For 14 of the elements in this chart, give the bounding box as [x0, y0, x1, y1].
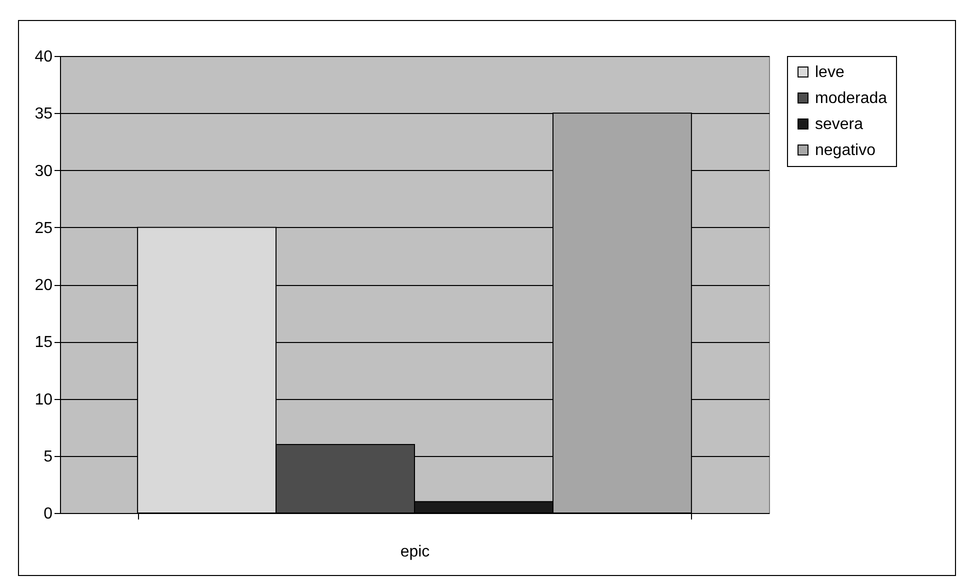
y-tick-label: 30: [34, 162, 53, 180]
legend-label: negativo: [815, 142, 876, 159]
x-tick-label: epic: [400, 544, 430, 560]
y-tick-label: 10: [34, 391, 53, 408]
y-tick-label: 20: [34, 277, 53, 294]
y-tick-label: 0: [44, 506, 53, 522]
y-tick-label: 25: [34, 220, 53, 237]
legend-label: moderada: [815, 90, 888, 107]
y-tick-label: 5: [44, 448, 53, 466]
y-tick-label: 40: [34, 48, 53, 66]
legend-label: leve: [815, 64, 844, 81]
y-tick-label: 35: [34, 106, 53, 123]
y-tick-label: 15: [34, 334, 53, 352]
legend-label: severa: [815, 116, 864, 133]
